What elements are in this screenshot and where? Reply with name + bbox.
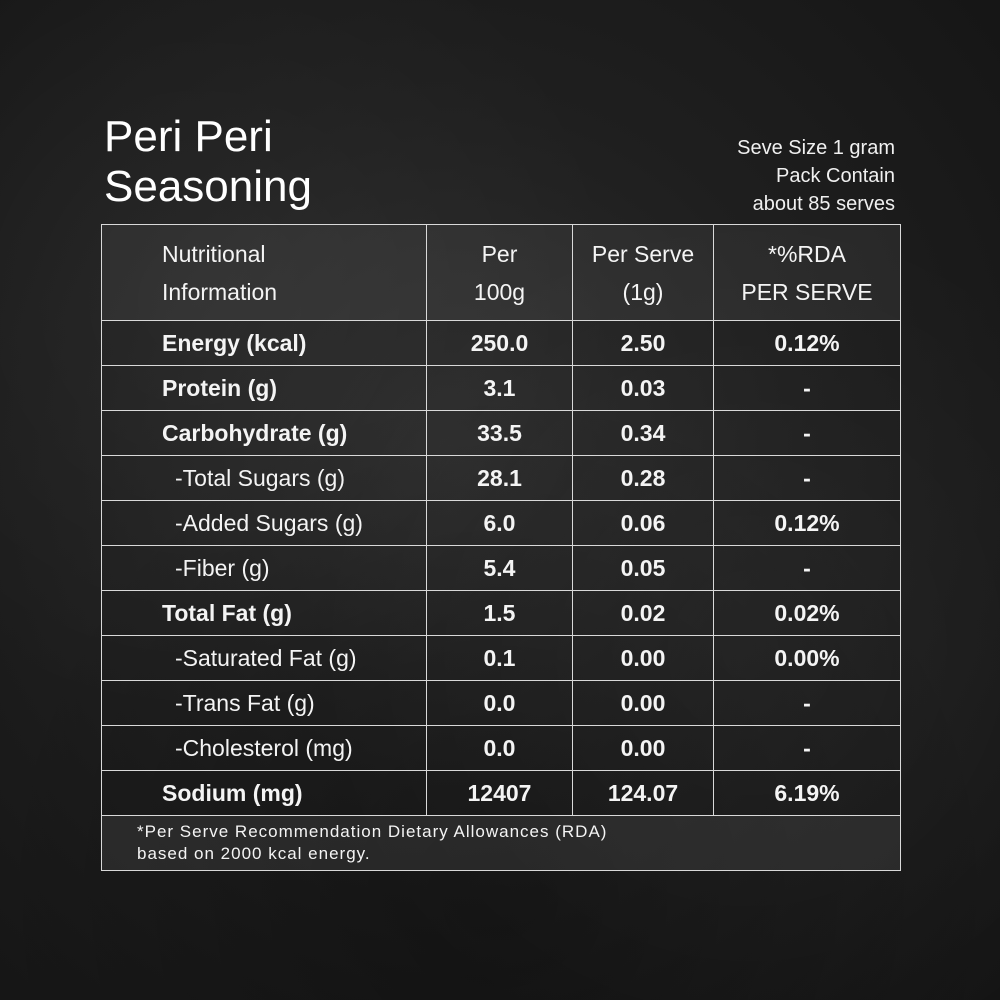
value-per-100g: 6.0 — [426, 500, 573, 546]
value-per-100g: 5.4 — [426, 545, 573, 591]
value-rda: - — [713, 410, 901, 456]
value-per-100g: 1.5 — [426, 590, 573, 636]
value-per-serve: 0.02 — [572, 590, 714, 636]
value-per-100g: 0.0 — [426, 680, 573, 726]
header-line: Per Serve — [591, 240, 695, 267]
value-rda: - — [713, 455, 901, 501]
nutrition-header-row: Nutritional Information Per 100g Per Ser… — [101, 224, 901, 321]
table-row: Energy (kcal) 250.0 2.50 0.12% — [101, 320, 901, 366]
table-row: -Saturated Fat (g) 0.1 0.00 0.00% — [101, 635, 901, 681]
nutrient-name: -Trans Fat (g) — [101, 680, 427, 726]
value-per-100g: 250.0 — [426, 320, 573, 366]
product-title-line1: Peri Peri — [104, 112, 273, 161]
value-rda: 0.02% — [713, 590, 901, 636]
header-per-100g: Per 100g — [426, 224, 573, 321]
product-title-line2: Seasoning — [104, 162, 312, 211]
header-line: Nutritional — [162, 240, 266, 267]
pack-contain-text: Pack Contain — [776, 165, 895, 187]
value-per-100g: 12407 — [426, 770, 573, 816]
header-line: Information — [162, 278, 278, 305]
nutrient-name: Sodium (mg) — [101, 770, 427, 816]
footnote-line: *Per Serve Recommendation Dietary Allowa… — [137, 822, 608, 841]
nutrient-name: Carbohydrate (g) — [101, 410, 427, 456]
header-per-serve: Per Serve (1g) — [572, 224, 714, 321]
table-row: Sodium (mg) 12407 124.07 6.19% — [101, 770, 901, 816]
value-per-100g: 28.1 — [426, 455, 573, 501]
serving-info: Seve Size 1 gram Pack Contain about 85 s… — [737, 134, 895, 218]
value-per-serve: 0.00 — [572, 635, 714, 681]
value-rda: 6.19% — [713, 770, 901, 816]
footnote-line: based on 2000 kcal energy. — [137, 844, 371, 863]
table-row: -Trans Fat (g) 0.0 0.00 - — [101, 680, 901, 726]
table-row: Total Fat (g) 1.5 0.02 0.02% — [101, 590, 901, 636]
nutrient-name: -Cholesterol (mg) — [101, 725, 427, 771]
table-row: Protein (g) 3.1 0.03 - — [101, 365, 901, 411]
header-line: *%RDA — [768, 240, 846, 267]
value-per-serve: 0.00 — [572, 680, 714, 726]
nutrient-name: -Saturated Fat (g) — [101, 635, 427, 681]
product-title: Peri Peri Seasoning — [104, 112, 312, 212]
serves-count-text: about 85 serves — [752, 193, 895, 215]
value-per-serve: 0.28 — [572, 455, 714, 501]
nutrient-name: -Added Sugars (g) — [101, 500, 427, 546]
table-row: -Fiber (g) 5.4 0.05 - — [101, 545, 901, 591]
value-per-100g: 0.1 — [426, 635, 573, 681]
header-nutritional-information: Nutritional Information — [101, 224, 427, 321]
nutrient-name: Energy (kcal) — [101, 320, 427, 366]
nutrient-name: Total Fat (g) — [101, 590, 427, 636]
value-per-100g: 33.5 — [426, 410, 573, 456]
value-rda: - — [713, 365, 901, 411]
value-per-serve: 0.34 — [572, 410, 714, 456]
table-row: -Cholesterol (mg) 0.0 0.00 - — [101, 725, 901, 771]
value-per-100g: 3.1 — [426, 365, 573, 411]
value-per-serve: 124.07 — [572, 770, 714, 816]
footnote-row: *Per Serve Recommendation Dietary Allowa… — [101, 815, 901, 871]
value-rda: - — [713, 680, 901, 726]
nutrient-name: -Total Sugars (g) — [101, 455, 427, 501]
value-rda: 0.12% — [713, 500, 901, 546]
value-rda: - — [713, 725, 901, 771]
value-per-100g: 0.0 — [426, 725, 573, 771]
nutrient-name: Protein (g) — [101, 365, 427, 411]
nutrition-table: Nutritional Information Per 100g Per Ser… — [101, 224, 901, 871]
value-rda: - — [713, 545, 901, 591]
table-row: -Total Sugars (g) 28.1 0.28 - — [101, 455, 901, 501]
value-per-serve: 0.00 — [572, 725, 714, 771]
value-rda: 0.00% — [713, 635, 901, 681]
rda-footnote: *Per Serve Recommendation Dietary Allowa… — [101, 815, 901, 871]
value-per-serve: 0.05 — [572, 545, 714, 591]
value-per-serve: 0.03 — [572, 365, 714, 411]
header-rda-per-serve: *%RDA PER SERVE — [713, 224, 901, 321]
header-line: (1g) — [622, 278, 664, 305]
table-row: -Added Sugars (g) 6.0 0.06 0.12% — [101, 500, 901, 546]
value-per-serve: 2.50 — [572, 320, 714, 366]
table-row: Carbohydrate (g) 33.5 0.34 - — [101, 410, 901, 456]
value-per-serve: 0.06 — [572, 500, 714, 546]
header-line: PER SERVE — [741, 278, 873, 305]
header-line: Per — [481, 240, 518, 267]
serve-size-text: Seve Size 1 gram — [737, 137, 895, 159]
value-rda: 0.12% — [713, 320, 901, 366]
header-line: 100g — [473, 278, 526, 305]
nutrient-name: -Fiber (g) — [101, 545, 427, 591]
